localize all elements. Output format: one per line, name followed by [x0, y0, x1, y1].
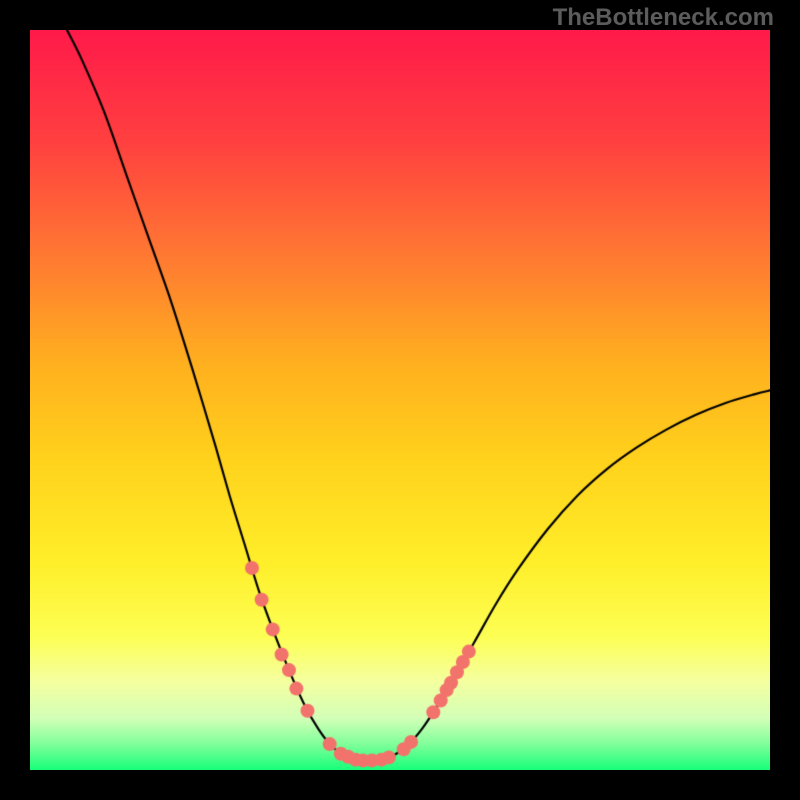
- plot-area: [30, 30, 770, 770]
- chart-container: TheBottleneck.com: [0, 0, 800, 800]
- watermark-text: TheBottleneck.com: [553, 4, 774, 32]
- curve-markers: [30, 30, 770, 770]
